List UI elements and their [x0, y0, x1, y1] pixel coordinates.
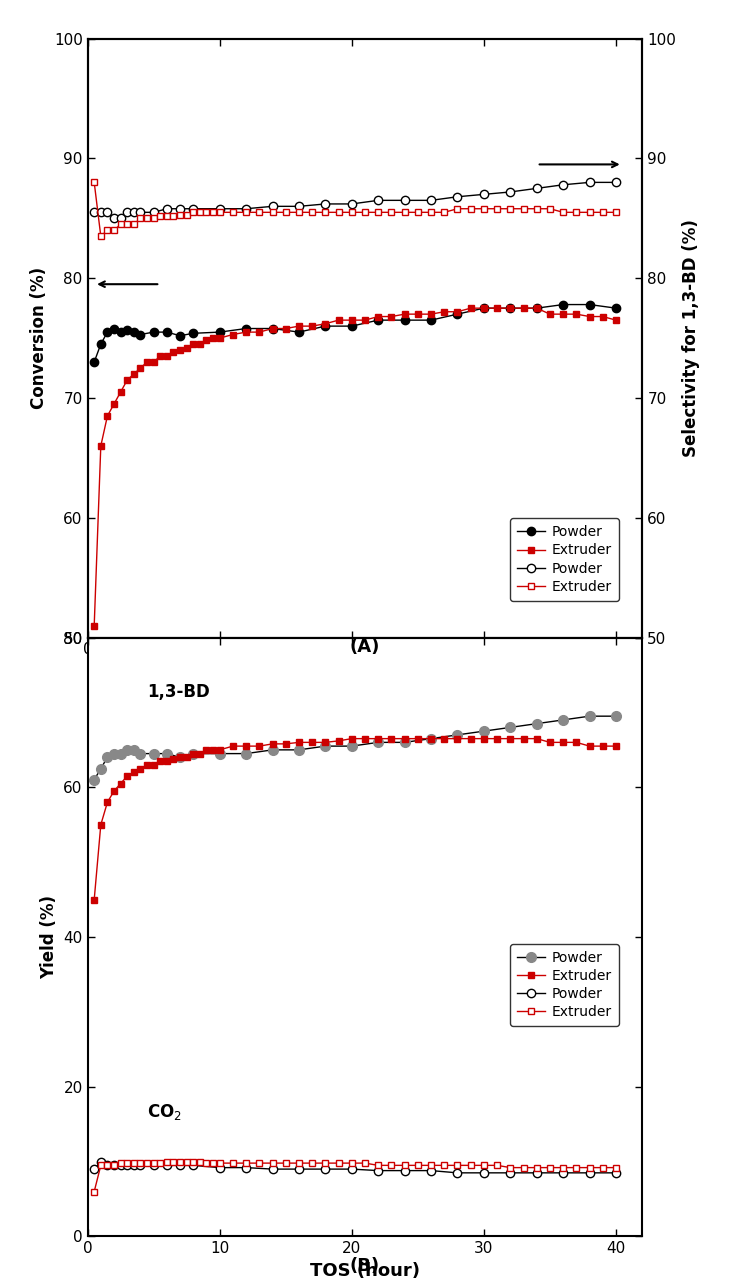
- Text: (B): (B): [350, 1257, 380, 1275]
- Y-axis label: Yield (%): Yield (%): [40, 895, 58, 979]
- Text: (A): (A): [350, 638, 380, 656]
- Text: 1,3-BD: 1,3-BD: [147, 684, 210, 702]
- Text: CO$_2$: CO$_2$: [147, 1101, 182, 1122]
- Y-axis label: Selectivity for 1,3-BD (%): Selectivity for 1,3-BD (%): [682, 219, 699, 457]
- Legend: Powder, Extruder, Powder, Extruder: Powder, Extruder, Powder, Extruder: [510, 944, 619, 1027]
- X-axis label: TOS (hour): TOS (hour): [310, 663, 420, 681]
- X-axis label: TOS (hour): TOS (hour): [310, 1262, 420, 1280]
- Legend: Powder, Extruder, Powder, Extruder: Powder, Extruder, Powder, Extruder: [510, 518, 619, 600]
- Y-axis label: Conversion (%): Conversion (%): [31, 267, 48, 410]
